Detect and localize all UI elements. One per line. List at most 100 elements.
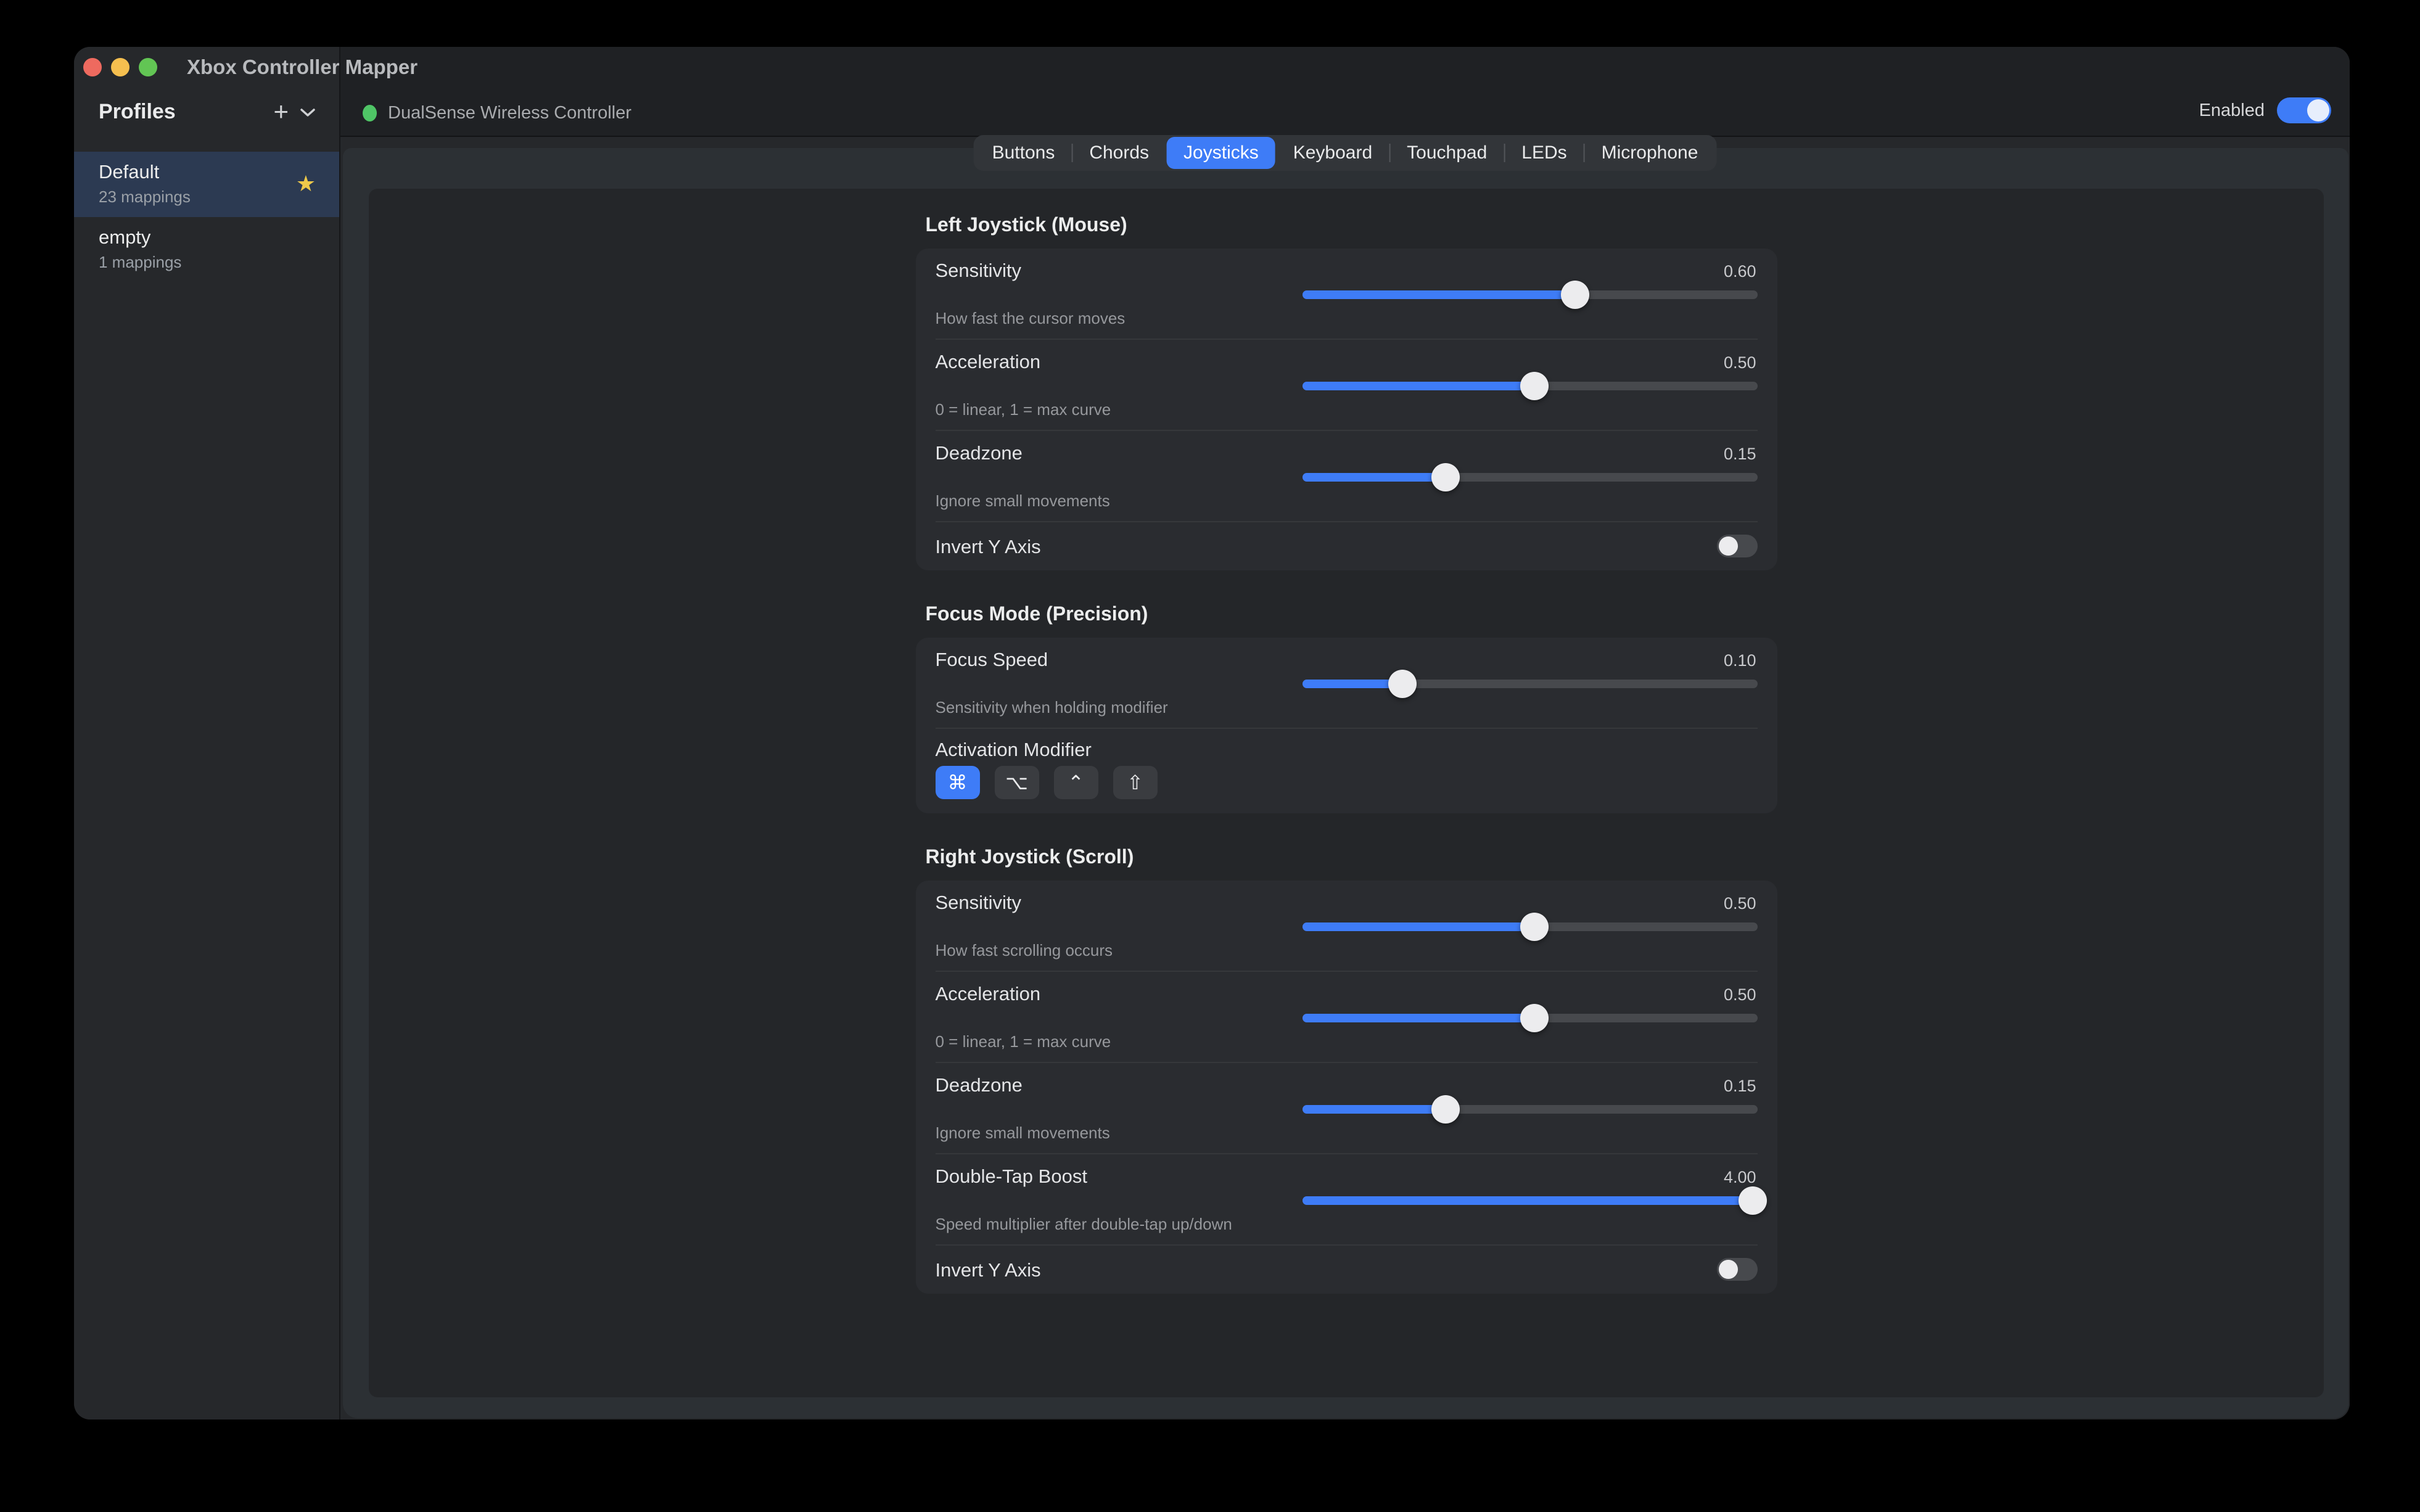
slider-knob[interactable] [1520,913,1549,941]
slider-focus-speed[interactable] [1302,670,1758,698]
setting-description: How fast scrolling occurs [935,941,1113,959]
setting-description: Ignore small movements [935,491,1110,510]
profile-info: empty 1 mappings [99,226,181,272]
slider-fill [1302,382,1534,390]
slider-fill [1302,922,1534,931]
setting-value: 0.60 [1723,262,1756,281]
chevron-down-icon[interactable] [300,108,316,118]
setting-label: Double-Tap Boost [935,1165,1087,1187]
traffic-lights [83,58,157,76]
setting-value: 4.00 [1723,1168,1756,1186]
slider-knob[interactable] [1431,463,1460,491]
slider-row: Acceleration 0.50 0 = linear, 1 = max curv… [935,972,1758,1063]
titlebar[interactable]: Xbox Controller Mapper [74,47,418,88]
settings-panel: Left Joystick (Mouse) Sensitivity 0.60 How … [369,189,2324,1397]
profile-mappings-count: 23 mappings [99,187,191,206]
setting-value: 0.10 [1723,651,1756,670]
close-window-button[interactable] [83,58,102,76]
invert-y-axis-toggle[interactable] [1716,535,1758,557]
setting-description: Speed multiplier after double-tap up/dow… [935,1215,1232,1233]
profile-info: Default 23 mappings [99,161,191,207]
tab-separator [1504,144,1505,162]
setting-description: 0 = linear, 1 = max curve [935,400,1111,419]
slider-row: Double-Tap Boost 4.00 Speed multiplier aft… [935,1154,1768,1246]
settings-section: Left Joystick (Mouse) Sensitivity 0.60 How … [915,213,1777,570]
slider-fill [1302,1014,1534,1022]
sidebar: Xbox Controller Mapper Profiles + Defaul… [74,47,418,1420]
slider-acceleration[interactable] [1302,372,1758,400]
shift-key-button[interactable]: ⇧ [1113,766,1158,799]
setting-label: Sensitivity [935,260,1022,281]
tab-microphone[interactable]: Microphone [1601,142,1698,163]
tab-joysticks[interactable]: Joysticks [1167,137,1275,169]
slider-knob[interactable] [1431,1095,1460,1124]
setting-label: Activation Modifier [935,739,1092,760]
slider-knob[interactable] [1388,670,1417,698]
profiles-header: Profiles + [74,99,339,125]
tab-leds[interactable]: LEDs [1521,142,1567,163]
profile-name: Default [99,161,160,183]
slider-deadzone[interactable] [1302,463,1758,491]
tab-keyboard[interactable]: Keyboard [1293,142,1373,163]
profiles-list: Default 23 mappings ★ empty 1 mappings [74,152,339,282]
setting-label: Sensitivity [935,892,1022,913]
modifier-row: Activation Modifier ⌘ ⌥ ⌃ ⇧ [935,729,1758,813]
profile-mappings-count: 1 mappings [99,253,182,271]
tab-chords[interactable]: Chords [1089,142,1150,163]
invert-y-axis-toggle[interactable] [1716,1258,1758,1281]
slider-knob[interactable] [1561,281,1590,309]
slider-fill [1302,1105,1446,1114]
slider-fill [1302,290,1576,299]
slider-row: Deadzone 0.15 Ignore small movements [935,431,1758,522]
slider-deadzone[interactable] [1302,1095,1758,1124]
toggle-knob [1718,536,1738,556]
settings-card: Focus Speed 0.10 Sensitivity when holding … [915,638,1777,813]
setting-value: 0.50 [1723,894,1756,913]
setting-label: Invert Y Axis [935,536,1041,557]
settings-column: Left Joystick (Mouse) Sensitivity 0.60 How … [915,213,1777,1294]
slider-sensitivity[interactable] [1302,281,1758,309]
profile-name: empty [99,226,151,248]
toggle-row: Invert Y Axis [936,522,1758,570]
slider-row: Sensitivity 0.60 How fast the cursor moves [935,249,1758,340]
slider-row: Acceleration 0.50 0 = linear, 1 = max curv… [935,340,1758,431]
control-key-button[interactable]: ⌃ [1053,766,1098,799]
add-profile-button[interactable]: + [273,97,289,126]
toggle-knob [1718,1260,1738,1279]
app-window: Xbox Controller Mapper Profiles + Defaul… [74,47,2350,1420]
command-key-button[interactable]: ⌘ [935,766,980,799]
tab-touchpad[interactable]: Touchpad [1407,142,1488,163]
modifier-key-group: ⌘ ⌥ ⌃ ⇧ [935,766,1158,799]
profile-list-item[interactable]: empty 1 mappings [74,217,339,282]
device-status: DualSense Wireless Controller [363,103,632,123]
enabled-toggle[interactable] [2277,97,2331,123]
option-key-button[interactable]: ⌥ [994,766,1039,799]
slider-row: Sensitivity 0.50 How fast scrolling occurs [935,881,1758,972]
setting-label: Acceleration [935,351,1041,372]
slider-fill [1302,1196,1753,1205]
section-title: Focus Mode (Precision) [925,602,1148,625]
slider-double-tap-boost[interactable] [1302,1186,1768,1215]
slider-row: Deadzone 0.15 Ignore small movements [935,1063,1758,1154]
settings-section: Focus Mode (Precision) Focus Speed 0.10 Sen… [915,602,1777,813]
setting-description: How fast the cursor moves [935,309,1126,327]
toolbar: DualSense Wireless Controller Enabled [340,47,2350,137]
minimize-window-button[interactable] [111,58,130,76]
enabled-label: Enabled [2199,100,2265,120]
profile-list-item[interactable]: Default 23 mappings ★ [74,152,339,217]
slider-fill [1302,680,1402,688]
settings-section: Right Joystick (Scroll) Sensitivity 0.50 Ho… [915,845,1777,1294]
slider-knob[interactable] [1739,1186,1768,1215]
slider-knob[interactable] [1520,1004,1549,1032]
settings-card: Sensitivity 0.60 How fast the cursor moves… [915,249,1777,570]
slider-knob[interactable] [1520,372,1549,400]
zoom-window-button[interactable] [139,58,157,76]
toggle-row: Invert Y Axis [936,1246,1758,1294]
setting-label: Deadzone [935,1074,1023,1096]
slider-sensitivity[interactable] [1302,913,1758,941]
setting-label: Invert Y Axis [935,1259,1041,1281]
tab-buttons[interactable]: Buttons [992,142,1055,163]
profiles-heading: Profiles [99,99,176,123]
main-area: DualSense Wireless Controller Enabled Bu… [340,47,2350,1420]
slider-acceleration[interactable] [1302,1004,1758,1032]
